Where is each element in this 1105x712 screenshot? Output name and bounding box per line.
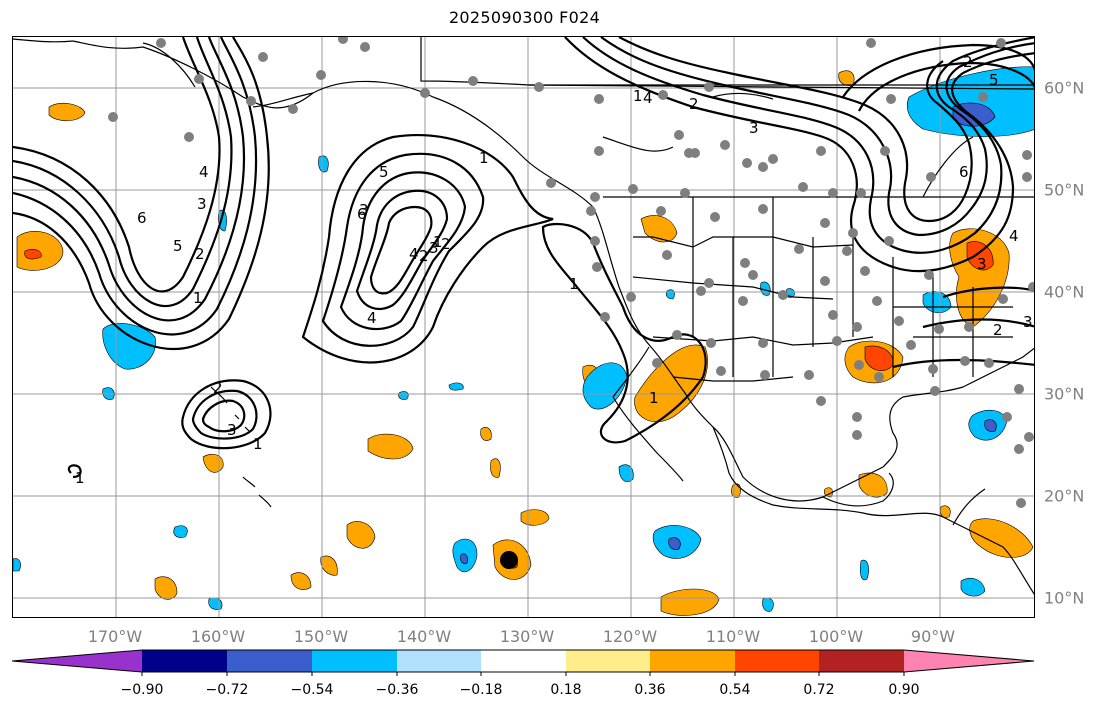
contour-label: 2 <box>213 379 223 397</box>
lon-tick-label: 110°W <box>705 627 761 646</box>
contour-label: 2 <box>963 53 973 71</box>
colorbar-label: −0.54 <box>290 682 334 698</box>
lat-tick-label: 10°N <box>1044 588 1085 608</box>
colorbar-extend-min <box>12 650 142 672</box>
lat-tick-label: 60°N <box>1044 78 1085 98</box>
lon-tick-label: 120°W <box>602 627 658 646</box>
contour-label: 6 <box>137 209 147 227</box>
colorbar-segment <box>566 650 650 672</box>
contour-label: 3 <box>359 201 369 219</box>
contour-label: 3 <box>1023 313 1033 331</box>
contour-label-group: 1 2 3 4 5 6 1 2 3 4 1 2 3 4 5 6 1 2 3 1 … <box>75 53 1033 487</box>
colorbar-segment <box>312 650 397 672</box>
colorbar-label: 0.18 <box>550 682 582 698</box>
storm-center-marker[interactable] <box>500 551 518 569</box>
contour-label: 1 <box>649 389 659 407</box>
graticule <box>13 37 1034 617</box>
lat-tick-label: 20°N <box>1044 486 1085 506</box>
contour-label: 2 <box>689 95 699 113</box>
colorbar-label: −0.36 <box>375 682 419 698</box>
colorbar-label: −0.72 <box>205 682 249 698</box>
contour-label: 2 <box>195 245 205 263</box>
lon-tick-label: 170°W <box>87 627 143 646</box>
colorbar <box>11 649 1035 676</box>
contour-label: 6 <box>357 205 367 223</box>
contour-label: 1 <box>479 149 489 167</box>
contour-label: 3 <box>197 195 207 213</box>
lon-tick-label: 130°W <box>499 627 555 646</box>
contour-label: 4 <box>367 309 377 327</box>
contour-label: 1 <box>569 275 579 293</box>
contour-label: 1 <box>75 469 85 487</box>
contour-label: 4 <box>199 163 209 181</box>
map-panel[interactable]: 1 2 3 4 5 6 1 2 3 4 1 2 3 4 5 6 1 2 3 1 … <box>12 36 1035 618</box>
lon-tick-label: 160°W <box>190 627 246 646</box>
contour-label: 2 <box>441 235 451 253</box>
colorbar-segment <box>735 650 819 672</box>
contour-label: 5 <box>379 163 389 181</box>
contour-label: 4 <box>409 245 419 263</box>
colorbar-segment <box>227 650 312 672</box>
contour-label: 1 <box>433 233 443 251</box>
contour-label: 3 <box>429 239 439 257</box>
lon-tick-label: 90°W <box>910 627 956 646</box>
contour-label: 2 <box>419 247 429 265</box>
colorbar-segment <box>142 650 227 672</box>
contour-label: 3 <box>977 255 987 273</box>
contour-label: 1 <box>193 289 203 307</box>
colorbar-segment <box>819 650 904 672</box>
lat-tick-label: 40°N <box>1044 282 1085 302</box>
map-canvas[interactable]: 1 2 3 4 5 6 1 2 3 4 1 2 3 4 5 6 1 2 3 1 … <box>13 37 1035 618</box>
lon-tick-label: 140°W <box>396 627 452 646</box>
station-markers <box>108 37 1034 508</box>
lon-tick-label: 150°W <box>293 627 349 646</box>
colorbar-label: 0.90 <box>888 682 920 698</box>
contour-label: 3 <box>227 421 237 439</box>
contour-label: 1 <box>633 87 643 105</box>
colorbar-extend-max <box>904 650 1034 672</box>
contour-label: 5 <box>989 71 999 89</box>
colorbar-label: 0.72 <box>803 682 835 698</box>
colorbar-label: −0.18 <box>459 682 503 698</box>
lat-tick-label: 50°N <box>1044 180 1085 200</box>
contour-label: 2 <box>993 321 1003 339</box>
colorbar-label: 0.54 <box>719 682 751 698</box>
contour-label: 1 <box>253 435 263 453</box>
contour-label: 6 <box>959 163 969 181</box>
colorbar-segment <box>397 650 481 672</box>
colorbar-label: −0.90 <box>120 682 164 698</box>
lat-tick-label: 30°N <box>1044 384 1085 404</box>
contour-label: 3 <box>749 119 759 137</box>
colorbar-segment <box>650 650 735 672</box>
colorbar-label: 0.36 <box>634 682 666 698</box>
colorbar-segment <box>481 650 566 672</box>
lon-tick-label: 100°W <box>808 627 864 646</box>
contours <box>13 37 1034 479</box>
map-title: 2025090300 F024 <box>448 8 601 27</box>
contour-label: 4 <box>1009 227 1019 245</box>
positive-anomaly-shading <box>16 70 1034 616</box>
contour-label: 5 <box>173 237 183 255</box>
contour-label: 4 <box>643 89 653 107</box>
